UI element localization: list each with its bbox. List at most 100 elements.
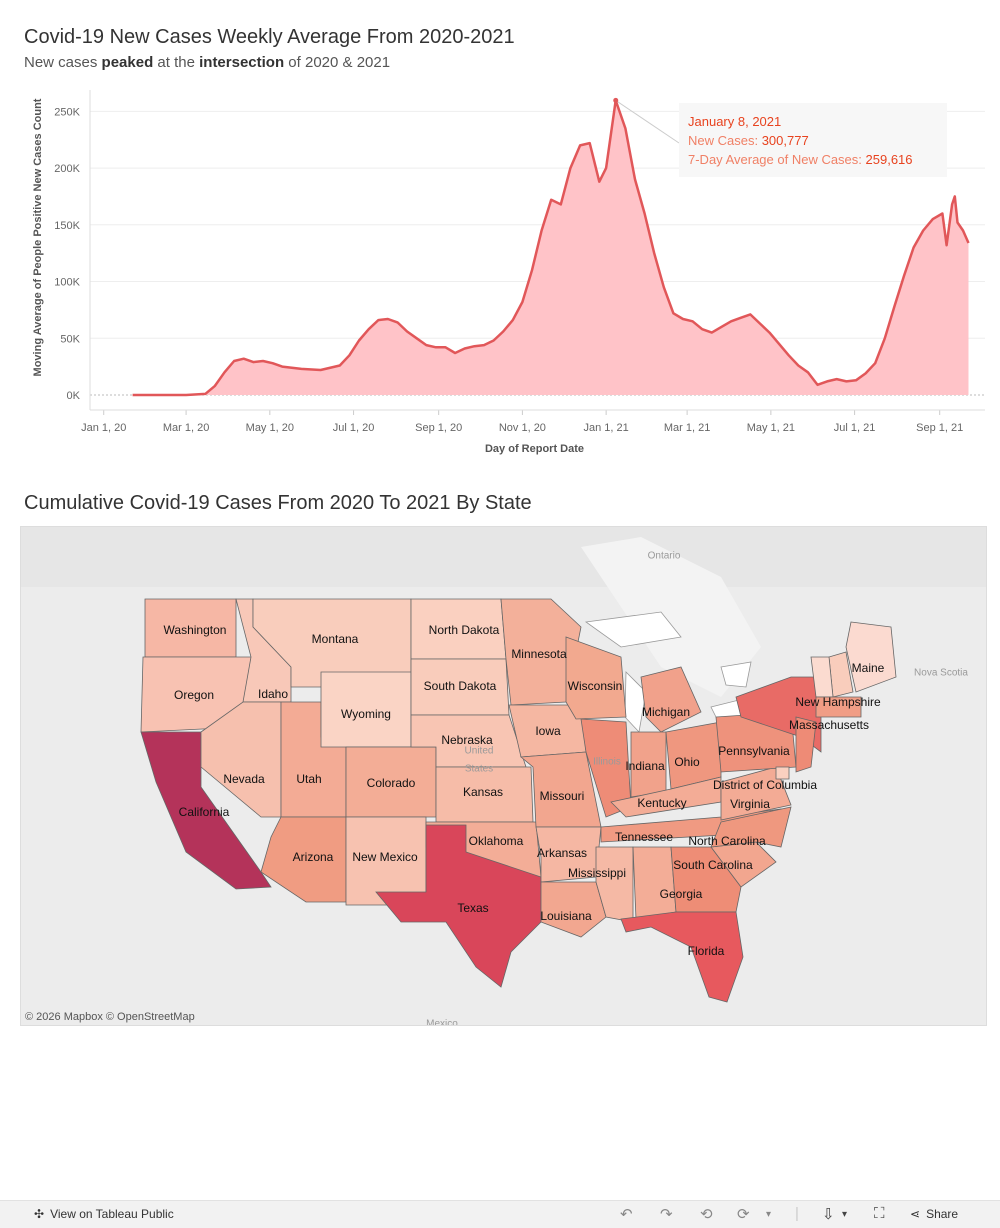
chart-subtitle: New cases peaked at the intersection of … xyxy=(24,54,390,71)
state-label-new-mexico: New Mexico xyxy=(352,850,418,864)
state-label-georgia: Georgia xyxy=(659,887,703,901)
map-title: Cumulative Covid-19 Cases From 2020 To 2… xyxy=(24,492,532,514)
state-label-north-dakota: North Dakota xyxy=(428,623,500,637)
state-georgia[interactable] xyxy=(670,846,742,913)
state-michigan[interactable] xyxy=(640,666,702,733)
x-tick-label: Jul 1, 20 xyxy=(333,422,375,434)
state-label-california: California xyxy=(178,805,230,819)
canada-land xyxy=(21,527,986,587)
map-attribution[interactable]: © 2026 Mapbox © OpenStreetMap xyxy=(25,1011,195,1023)
state-label-indiana: Indiana xyxy=(625,759,665,773)
view-on-tableau-label: View on Tableau Public xyxy=(50,1207,174,1221)
state-label-texas: Texas xyxy=(457,901,489,915)
geo-label: Nova Scotia xyxy=(914,667,968,679)
fullscreen-icon[interactable]: ⛶ xyxy=(874,1205,885,1222)
series-line xyxy=(132,99,970,397)
state-louisiana[interactable] xyxy=(540,881,607,938)
share-icon: ⋖ xyxy=(910,1207,921,1221)
state-label-oklahoma: Oklahoma xyxy=(468,834,524,848)
subtitle-part: at the xyxy=(153,54,200,71)
state-label-utah: Utah xyxy=(296,772,322,786)
state-district-of-columbia[interactable] xyxy=(775,766,790,780)
subtitle-emphasis: intersection xyxy=(199,54,285,71)
state-label-oregon: Oregon xyxy=(173,688,215,702)
tooltip-date: January 8, 2021 xyxy=(688,114,782,129)
share-button[interactable]: ⋖ Share xyxy=(910,1207,958,1221)
tooltip-new-cases-label: New Cases: xyxy=(688,133,762,148)
tooltip-average-label: 7-Day Average of New Cases: xyxy=(688,152,866,167)
x-tick-label: Mar 1, 21 xyxy=(664,422,710,434)
state-label-idaho: Idaho xyxy=(257,687,289,701)
state-label-colorado: Colorado xyxy=(366,776,416,790)
download-icon[interactable]: ⇩ xyxy=(822,1206,835,1223)
state-label-south-carolina: South Carolina xyxy=(673,858,753,872)
chart-title: Covid-19 New Cases Weekly Average From 2… xyxy=(24,26,515,48)
state-label-south-dakota: South Dakota xyxy=(423,679,497,693)
view-on-tableau-link[interactable]: ✣ View on Tableau Public xyxy=(34,1207,174,1221)
state-label-florida: Florida xyxy=(687,944,725,958)
state-label-virginia: Virginia xyxy=(730,797,770,811)
state-label-louisiana: Louisiana xyxy=(540,909,592,923)
chart-tooltip: January 8, 2021 New Cases: 300,777 7-Day… xyxy=(679,103,947,177)
state-label-new-hampshire: New Hampshire xyxy=(795,695,881,709)
x-tick-label: Jan 1, 20 xyxy=(81,422,126,434)
state-maine[interactable] xyxy=(845,621,897,693)
us-state-map[interactable]: © 2026 Mapbox © OpenStreetMap Washington… xyxy=(20,526,987,1026)
y-tick-label: 250K xyxy=(54,106,80,118)
state-north-carolina[interactable] xyxy=(710,806,792,848)
y-tick-label: 50K xyxy=(60,333,80,345)
y-tick-label: 150K xyxy=(54,220,80,232)
refresh-icon[interactable]: ⟳ xyxy=(737,1206,750,1223)
state-virginia[interactable] xyxy=(720,766,792,821)
state-texas[interactable] xyxy=(375,824,542,988)
state-label-wisconsin: Wisconsin xyxy=(567,679,623,693)
x-tick-label: Sep 1, 20 xyxy=(415,422,462,434)
refresh-dropdown-icon[interactable]: ▾ xyxy=(766,1209,772,1220)
state-arkansas[interactable] xyxy=(535,826,602,883)
geo-label: United xyxy=(464,745,494,757)
y-tick-label: 200K xyxy=(54,163,80,175)
state-label-kentucky: Kentucky xyxy=(637,796,687,810)
undo-icon[interactable]: ↶ xyxy=(620,1206,633,1223)
state-label-district-of-columbia: District of Columbia xyxy=(712,778,818,792)
redo-icon[interactable]: ↷ xyxy=(660,1206,673,1223)
geo-label: States xyxy=(464,763,494,775)
state-new-jersey[interactable] xyxy=(795,716,817,773)
state-label-nevada: Nevada xyxy=(223,772,265,786)
state-label-massachusetts: Massachusetts xyxy=(788,718,870,732)
x-tick-label: May 1, 21 xyxy=(747,422,795,434)
state-label-wyoming: Wyoming xyxy=(341,707,391,721)
state-illinois[interactable] xyxy=(580,718,632,818)
state-label-washington: Washington xyxy=(163,623,227,637)
x-tick-label: Jul 1, 21 xyxy=(834,422,876,434)
state-label-arizona: Arizona xyxy=(292,850,334,864)
state-label-maine: Maine xyxy=(851,661,885,675)
download-dropdown-icon[interactable]: ▾ xyxy=(842,1209,848,1220)
y-tick-label: 0K xyxy=(67,390,81,402)
x-tick-label: Mar 1, 20 xyxy=(163,422,209,434)
state-label-missouri: Missouri xyxy=(539,789,585,803)
state-label-montana: Montana xyxy=(311,632,359,646)
toolbar-divider: | xyxy=(795,1205,799,1222)
tooltip-new-cases: New Cases: 300,777 xyxy=(688,133,809,148)
share-label: Share xyxy=(926,1207,959,1221)
geo-label: Illinois xyxy=(593,756,621,768)
tooltip-new-cases-value: 300,777 xyxy=(761,133,809,148)
x-tick-label: Jan 1, 21 xyxy=(584,422,629,434)
state-label-iowa: Iowa xyxy=(535,724,561,738)
state-alabama[interactable] xyxy=(632,846,677,920)
geo-label: Mexico xyxy=(426,1018,458,1026)
state-mississippi[interactable] xyxy=(595,846,634,923)
state-wisconsin[interactable] xyxy=(565,636,627,720)
revert-icon[interactable]: ⟲ xyxy=(700,1206,713,1223)
subtitle-part: of 2020 & 2021 xyxy=(284,54,391,71)
tableau-toolbar: ✣ View on Tableau Public ↶ ↷ ⟲ ⟳ ▾ | ⇩ ▾… xyxy=(0,1200,1000,1228)
state-massachusetts[interactable] xyxy=(815,696,862,718)
geo-label: Ontario xyxy=(647,550,681,562)
state-label-kansas: Kansas xyxy=(462,785,504,799)
state-florida[interactable] xyxy=(620,911,744,1003)
state-label-tennessee: Tennessee xyxy=(614,830,674,844)
map-canvas[interactable] xyxy=(21,527,986,1025)
subtitle-part: New cases xyxy=(24,54,102,71)
state-label-north-carolina: North Carolina xyxy=(688,834,766,848)
